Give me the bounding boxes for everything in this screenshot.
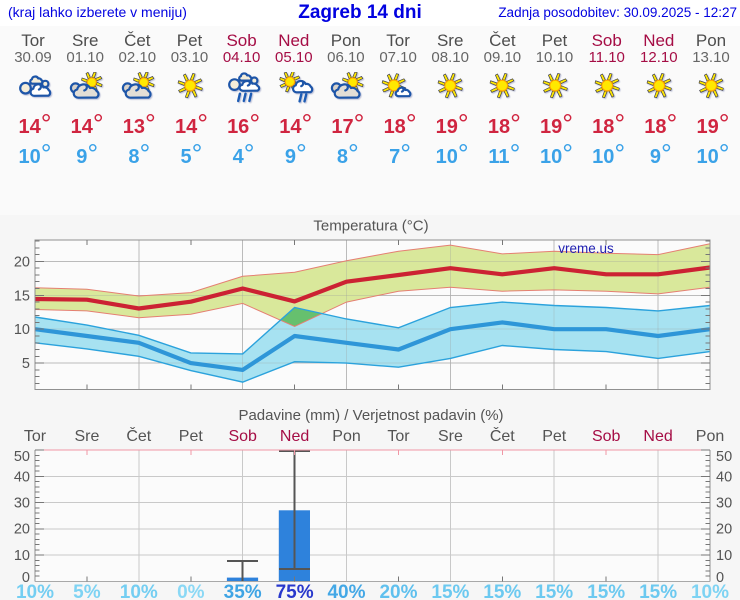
svg-text:0: 0 [22, 570, 30, 586]
svg-text:Ned: Ned [280, 428, 309, 445]
svg-text:10%: 10% [691, 582, 729, 600]
svg-text:20: 20 [716, 522, 732, 538]
svg-text:50: 50 [14, 449, 30, 465]
svg-text:Sre: Sre [74, 428, 99, 445]
svg-text:0: 0 [716, 570, 724, 586]
svg-text:10%: 10% [16, 582, 54, 600]
svg-text:10%: 10% [120, 582, 158, 600]
svg-text:15: 15 [14, 288, 30, 304]
svg-text:Pet: Pet [542, 428, 567, 445]
svg-text:30: 30 [14, 496, 30, 512]
svg-text:35%: 35% [224, 582, 262, 600]
svg-text:Ned: Ned [643, 428, 672, 445]
svg-text:10: 10 [14, 548, 30, 564]
svg-text:5: 5 [22, 356, 30, 372]
svg-text:40%: 40% [327, 582, 365, 600]
svg-text:15%: 15% [483, 582, 521, 600]
svg-text:0%: 0% [177, 582, 205, 600]
svg-text:Čet: Čet [126, 426, 151, 445]
svg-text:40: 40 [716, 470, 732, 486]
svg-text:40: 40 [14, 470, 30, 486]
svg-text:Sre: Sre [438, 428, 463, 445]
svg-text:Pon: Pon [332, 428, 360, 445]
svg-text:Pet: Pet [179, 428, 204, 445]
svg-text:15%: 15% [639, 582, 677, 600]
svg-text:10: 10 [14, 322, 30, 338]
svg-text:75%: 75% [276, 582, 314, 600]
svg-text:Čet: Čet [490, 426, 515, 445]
svg-text:15%: 15% [535, 582, 573, 600]
svg-text:Padavine (mm) / Verjetnost pad: Padavine (mm) / Verjetnost padavin (%) [238, 407, 503, 424]
svg-text:20: 20 [14, 522, 30, 538]
svg-text:vreme.us: vreme.us [558, 241, 614, 256]
svg-text:20%: 20% [379, 582, 417, 600]
svg-text:Pon: Pon [696, 428, 724, 445]
svg-text:Sob: Sob [592, 428, 621, 445]
svg-text:15%: 15% [587, 582, 625, 600]
svg-text:50: 50 [716, 449, 732, 465]
svg-text:15%: 15% [431, 582, 469, 600]
svg-text:Tor: Tor [387, 428, 410, 445]
svg-text:30: 30 [716, 496, 732, 512]
svg-text:20: 20 [14, 254, 30, 270]
svg-text:Tor: Tor [24, 428, 47, 445]
svg-text:10: 10 [716, 548, 732, 564]
svg-text:5%: 5% [73, 582, 101, 600]
svg-text:Sob: Sob [228, 428, 257, 445]
svg-text:Temperatura (°C): Temperatura (°C) [313, 218, 428, 235]
